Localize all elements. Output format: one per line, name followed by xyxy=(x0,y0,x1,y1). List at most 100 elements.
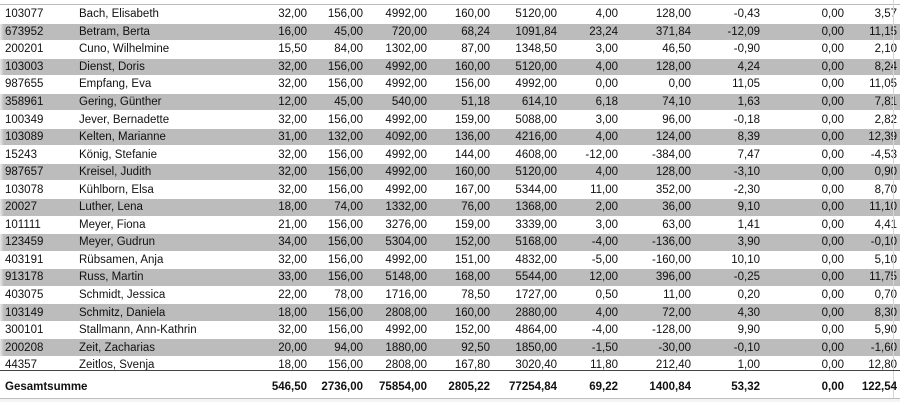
table-row: 200208 Zeit, Zacharias 20,00 94,00 1880,00 92… xyxy=(0,338,900,357)
value-cell: 20,00 xyxy=(260,338,310,357)
value-cell: 7,47 xyxy=(694,145,763,164)
employee-id-cell: 300101 xyxy=(0,321,75,340)
value-cell: 23,24 xyxy=(560,23,621,42)
employee-name-cell: Betram, Berta xyxy=(75,23,260,42)
value-cell: 32,00 xyxy=(260,58,310,77)
value-cell: 4992,00 xyxy=(493,75,560,94)
value-cell: 160,00 xyxy=(430,58,493,77)
employee-id-cell: 44357 xyxy=(0,356,75,375)
total-label: Gesamtsumme xyxy=(5,380,88,393)
value-cell: 156,00 xyxy=(310,216,366,235)
value-cell: 36,00 xyxy=(621,198,694,217)
employee-name-cell: Dienst, Doris xyxy=(75,58,260,77)
value-cell: 3,00 xyxy=(560,110,621,129)
value-cell: 34,00 xyxy=(260,233,310,252)
employee-name-cell: Kelten, Marianne xyxy=(75,128,260,147)
employee-id-cell: 200201 xyxy=(0,40,75,59)
value-cell: 0,00 xyxy=(763,163,847,182)
value-cell: -4,53 xyxy=(847,145,900,164)
value-cell: 10,10 xyxy=(694,251,763,270)
table-row: 100349 Jever, Bernadette 32,00 156,00 4992,0… xyxy=(0,110,900,129)
value-cell: 51,18 xyxy=(430,93,493,112)
value-cell: -384,00 xyxy=(621,145,694,164)
value-cell: -136,00 xyxy=(621,233,694,252)
value-cell: 212,40 xyxy=(621,356,694,375)
value-cell: 5304,00 xyxy=(366,233,430,252)
value-cell: 4992,00 xyxy=(366,6,430,24)
value-cell: 5120,00 xyxy=(493,58,560,77)
value-cell: 0,00 xyxy=(763,40,847,59)
value-cell: 159,00 xyxy=(430,216,493,235)
value-cell: 1,41 xyxy=(694,216,763,235)
value-cell: 46,50 xyxy=(621,40,694,59)
value-cell: 1850,00 xyxy=(493,338,560,357)
employee-id-cell: 103089 xyxy=(0,128,75,147)
value-cell: 4,00 xyxy=(560,303,621,322)
value-cell: 6,18 xyxy=(560,93,621,112)
employee-id-cell: 103077 xyxy=(0,6,75,24)
value-cell: 32,00 xyxy=(260,145,310,164)
value-cell: 11,05 xyxy=(847,75,900,94)
value-cell: 396,00 xyxy=(621,268,694,287)
employee-name-cell: König, Stefanie xyxy=(75,145,260,164)
value-cell: 352,00 xyxy=(621,180,694,200)
employee-name-cell: Rübsamen, Anja xyxy=(75,251,260,270)
value-cell: 371,84 xyxy=(621,23,694,42)
table-row: 403191 Rübsamen, Anja 32,00 156,00 4992,00 15… xyxy=(0,251,900,270)
value-cell: 1302,00 xyxy=(366,40,430,59)
table-row: 20027 Luther, Lena 18,00 74,00 1332,00 76,00 1… xyxy=(0,198,900,217)
value-cell: 0,90 xyxy=(847,163,900,182)
employee-name-cell: Stallmann, Ann-Kathrin xyxy=(75,321,260,340)
value-cell: 167,80 xyxy=(430,356,493,375)
employee-id-cell: 103078 xyxy=(0,180,75,200)
value-cell: 12,00 xyxy=(560,268,621,287)
value-cell: 1727,00 xyxy=(493,286,560,305)
value-cell: 156,00 xyxy=(310,163,366,182)
value-cell: 156,00 xyxy=(310,233,366,252)
employee-id-cell: 403191 xyxy=(0,251,75,270)
value-cell: 18,00 xyxy=(260,303,310,322)
value-cell: 160,00 xyxy=(430,303,493,322)
value-cell: 0,00 xyxy=(763,216,847,235)
value-cell: 0,00 xyxy=(560,75,621,94)
table-row: 103089 Kelten, Marianne 31,00 132,00 4092,00… xyxy=(0,128,900,147)
value-cell: 11,80 xyxy=(560,356,621,375)
employee-id-cell: 358961 xyxy=(0,93,75,112)
value-cell: 11,10 xyxy=(847,198,900,217)
total-cell: 0,00 xyxy=(821,380,844,393)
value-cell: 156,00 xyxy=(430,75,493,94)
value-cell: 128,00 xyxy=(621,58,694,77)
employee-id-cell: 987655 xyxy=(0,75,75,94)
value-cell: 5120,00 xyxy=(493,6,560,24)
value-cell: 4,41 xyxy=(847,216,900,235)
value-cell: 0,00 xyxy=(763,286,847,305)
table-row: 103078 Kühlborn, Elsa 32,00 156,00 4992,00 16… xyxy=(0,180,900,200)
value-cell: 8,39 xyxy=(694,128,763,147)
value-cell: 4,30 xyxy=(694,303,763,322)
value-cell: 7,81 xyxy=(847,93,900,112)
value-cell: 124,00 xyxy=(621,128,694,147)
employee-name-cell: Gering, Günther xyxy=(75,93,260,112)
value-cell: 22,00 xyxy=(260,286,310,305)
value-cell: 92,50 xyxy=(430,338,493,357)
value-cell: 4992,00 xyxy=(366,180,430,200)
total-separator xyxy=(0,370,900,371)
value-cell: -3,10 xyxy=(694,163,763,182)
value-cell: 4992,00 xyxy=(366,75,430,94)
value-cell: 2,00 xyxy=(560,198,621,217)
value-cell: 1880,00 xyxy=(366,338,430,357)
value-cell: 156,00 xyxy=(310,251,366,270)
total-cell: 75854,00 xyxy=(379,380,427,393)
value-cell: 4992,00 xyxy=(366,251,430,270)
value-cell: 0,00 xyxy=(763,303,847,322)
value-cell: 156,00 xyxy=(310,145,366,164)
employee-id-cell: 123459 xyxy=(0,233,75,252)
value-cell: 3,90 xyxy=(694,233,763,252)
value-cell: 0,00 xyxy=(763,110,847,129)
value-cell: 18,00 xyxy=(260,356,310,375)
value-cell: 1368,00 xyxy=(493,198,560,217)
value-cell: 32,00 xyxy=(260,75,310,94)
value-cell: 168,00 xyxy=(430,268,493,287)
value-cell: 5,10 xyxy=(847,251,900,270)
